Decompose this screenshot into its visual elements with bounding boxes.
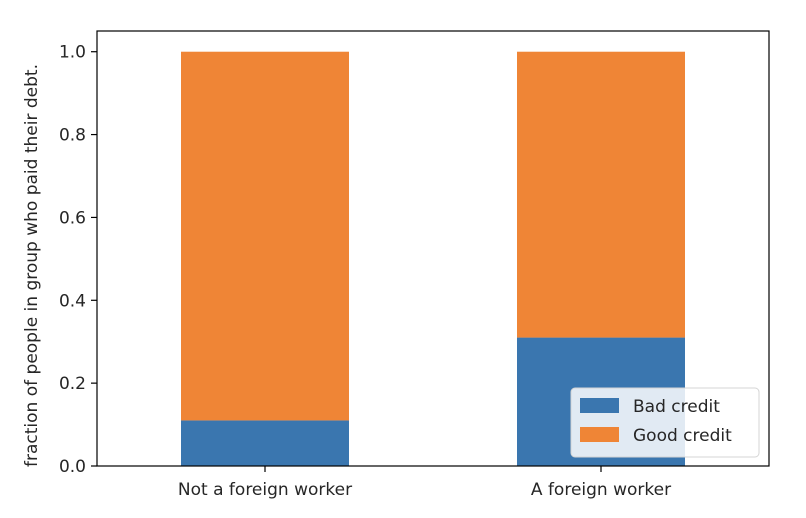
plot-frame [96, 30, 770, 467]
legend-label: Good credit [633, 426, 732, 446]
y-tick-label: 0.6 [59, 208, 86, 228]
bars-layer [181, 51, 685, 466]
y-tick-label: 0.0 [59, 457, 86, 477]
y-axis-label: fraction of people in group who paid the… [22, 64, 42, 467]
y-tick-label: 0.8 [59, 126, 86, 146]
y-tick-label: 0.2 [59, 374, 86, 394]
x-tick-label: Not a foreign worker [178, 480, 352, 500]
y-tick-label: 0.4 [59, 291, 86, 311]
legend-label: Bad credit [633, 397, 720, 417]
bar-good-credit-0 [181, 51, 349, 421]
x-axis: Not a foreign worker A foreign worker [178, 466, 671, 500]
bar-good-credit-1 [517, 51, 685, 338]
bar-bad-credit-0 [181, 420, 349, 466]
legend: Bad credit Good credit [570, 387, 760, 458]
y-axis: 0.0 0.2 0.4 0.6 0.8 1.0 [59, 43, 97, 477]
legend-swatch [580, 398, 619, 413]
legend-swatch [580, 427, 619, 442]
x-tick-label: A foreign worker [531, 480, 671, 500]
y-tick-label: 1.0 [59, 43, 86, 63]
